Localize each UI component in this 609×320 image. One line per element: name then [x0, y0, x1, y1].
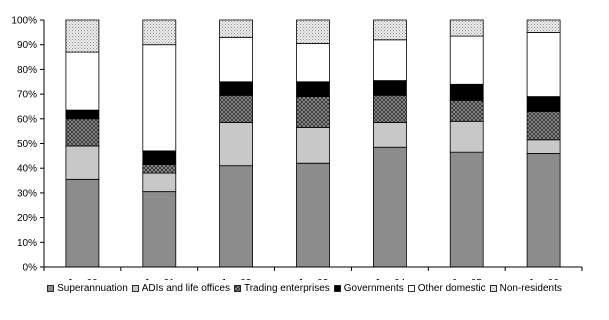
legend-label: Superannuation [57, 282, 128, 294]
y-tick-label: 50% [17, 139, 37, 150]
legend: Superannuation ADIs and life offices Tradi… [0, 281, 609, 295]
bar-segment-non-residents-jun-03 [296, 19, 330, 44]
legend-swatch [47, 284, 55, 292]
y-tick-label: 30% [17, 188, 37, 199]
x-tick-label: Jun-02 [221, 278, 252, 280]
bar-segment-adis-and-life-offices-jun-04 [372, 122, 407, 148]
bar-segment-governments-jun-06 [526, 96, 561, 112]
y-tick-label: 60% [17, 114, 37, 125]
legend-swatch [333, 284, 341, 292]
bar-segment-trading-enterprises-jun-01 [142, 164, 177, 174]
y-axis-ticks: 0% 10% 20% 30% 40% 50% 60% 70% 80% 90% 100% [11, 16, 44, 274]
x-tick-label: Jun-06 [528, 278, 559, 280]
bar-segment-adis-and-life-offices-jun-05 [449, 120, 484, 153]
legend-label: Other domestic [417, 282, 486, 294]
y-tick-label: 70% [17, 90, 37, 101]
bar-segment-governments-jun-03 [296, 81, 330, 98]
bar-segment-adis-and-life-offices-jun-03 [296, 127, 330, 164]
bar-segment-non-residents-jun-06 [526, 19, 561, 33]
bar-segment-adis-and-life-offices-jun-02 [219, 122, 254, 167]
legend-item-non-residents: Non-residents [489, 282, 562, 294]
stacked-bar-chart: 0% 10% 20% 30% 40% 50% 60% 70% 80% 90% 100% Jun-00… [11, 16, 583, 280]
bar-segment-superannuation-jun-00 [65, 178, 100, 268]
x-tick-label: Jun-01 [144, 278, 175, 280]
bar-segment-trading-enterprises-jun-03 [296, 96, 330, 128]
bar-segment-adis-and-life-offices-jun-06 [526, 139, 561, 154]
bar-segment-other-domestic-jun-01 [142, 44, 177, 152]
bar-segment-governments-jun-00 [65, 109, 100, 120]
bar-segment-non-residents-jun-05 [449, 19, 484, 37]
bar-segment-superannuation-jun-03 [296, 162, 330, 268]
bar-segment-governments-jun-01 [142, 150, 177, 165]
x-tick-label: Jun-05 [451, 278, 482, 280]
x-tick-label: Jun-03 [298, 278, 329, 280]
legend-swatch [131, 284, 139, 292]
bar-segment-other-domestic-jun-05 [449, 35, 484, 85]
legend-item-other-domestic: Other domestic [407, 282, 486, 294]
bar-segment-non-residents-jun-02 [219, 19, 254, 38]
bar-segment-superannuation-jun-02 [219, 165, 254, 268]
bar-segment-other-domestic-jun-00 [65, 51, 100, 111]
bar-segment-other-domestic-jun-03 [296, 43, 330, 83]
x-tick-label: Jun-04 [375, 278, 406, 280]
bar-segment-superannuation-jun-05 [449, 151, 484, 268]
legend-swatch [489, 284, 497, 292]
legend-item-superannuation: Superannuation [47, 283, 128, 294]
legend-item-adis-and-life-offices: ADIs and life offices [131, 282, 230, 294]
legend-label: Trading enterprises [243, 282, 330, 294]
bar-segment-superannuation-jun-06 [526, 152, 561, 268]
bar-segment-governments-jun-04 [372, 80, 407, 96]
legend-swatch [407, 284, 415, 292]
bar-segment-adis-and-life-offices-jun-01 [142, 172, 177, 193]
x-axis-ticks: Jun-00 Jun-01 Jun-02 Jun-03 Jun-04 Jun-05 Jun-… [43, 267, 583, 280]
bar-segment-non-residents-jun-01 [142, 19, 177, 46]
bar-segment-trading-enterprises-jun-00 [65, 118, 100, 147]
bar-segment-other-domestic-jun-06 [526, 32, 561, 97]
bar-segment-superannuation-jun-04 [372, 146, 407, 268]
legend-item-governments: Governments [333, 282, 404, 294]
y-tick-label: 100% [11, 16, 37, 27]
y-tick-label: 80% [17, 65, 37, 76]
bar-segment-governments-jun-02 [219, 81, 254, 96]
bar-segment-trading-enterprises-jun-02 [219, 94, 254, 123]
legend-item-trading-enterprises: Trading enterprises [234, 283, 330, 294]
bars-group [65, 19, 561, 268]
bar-segment-other-domestic-jun-04 [372, 39, 407, 81]
y-tick-label: 0% [23, 263, 38, 274]
legend-label: Non-residents [499, 282, 562, 294]
bar-segment-trading-enterprises-jun-05 [449, 99, 484, 122]
y-tick-label: 40% [17, 164, 37, 175]
legend-label: Governments [343, 282, 404, 294]
legend-label: ADIs and life offices [141, 282, 230, 294]
bar-segment-adis-and-life-offices-jun-00 [65, 145, 100, 180]
bar-segment-non-residents-jun-04 [372, 19, 407, 41]
legend-swatch [234, 284, 241, 292]
bar-segment-trading-enterprises-jun-06 [526, 111, 561, 141]
bar-segment-governments-jun-05 [449, 83, 484, 101]
bar-segment-non-residents-jun-00 [65, 19, 100, 53]
bar-segment-other-domestic-jun-02 [219, 36, 254, 83]
y-tick-label: 20% [17, 213, 37, 224]
bar-segment-trading-enterprises-jun-04 [372, 94, 407, 123]
y-tick-label: 90% [17, 40, 37, 51]
y-tick-label: 10% [17, 238, 37, 249]
bar-segment-superannuation-jun-01 [142, 191, 177, 268]
x-tick-label: Jun-00 [67, 278, 98, 280]
